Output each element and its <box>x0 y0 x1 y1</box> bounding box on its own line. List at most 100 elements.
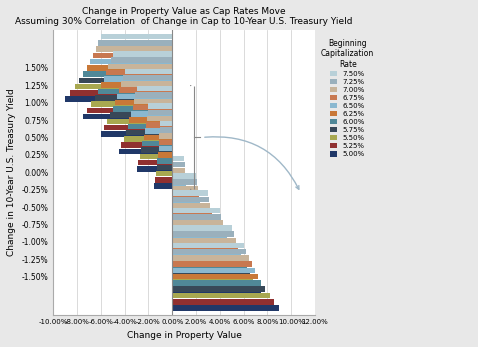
Bar <box>148 110 172 115</box>
Bar <box>160 127 172 133</box>
Bar <box>172 253 226 259</box>
Bar <box>172 247 223 252</box>
Bar <box>113 51 172 57</box>
Bar <box>172 233 227 238</box>
Bar <box>172 264 240 270</box>
Bar <box>172 282 257 287</box>
Bar <box>137 86 172 92</box>
Bar <box>101 83 172 88</box>
Bar <box>172 225 232 231</box>
Bar <box>159 146 172 151</box>
Bar <box>172 209 212 215</box>
Bar <box>172 280 261 286</box>
Bar <box>65 96 172 102</box>
Bar <box>172 181 186 186</box>
Bar <box>123 75 172 81</box>
Bar <box>147 116 172 121</box>
Bar <box>91 101 172 107</box>
Bar <box>172 206 188 211</box>
Bar <box>140 153 172 159</box>
Bar <box>131 111 172 117</box>
Bar <box>172 162 185 167</box>
Bar <box>160 133 172 139</box>
Bar <box>157 158 172 164</box>
X-axis label: Change in Property Value: Change in Property Value <box>127 331 241 340</box>
Bar <box>101 34 172 39</box>
Bar <box>155 177 172 183</box>
Bar <box>172 222 215 227</box>
Bar <box>172 203 210 209</box>
Bar <box>130 117 172 123</box>
Bar <box>172 187 186 193</box>
Title: Change in Property Value as Cap Rates Move
Assuming 30% Correlation  of Change i: Change in Property Value as Cap Rates Mo… <box>15 7 353 26</box>
Bar <box>172 208 220 213</box>
Bar <box>108 119 172 124</box>
Bar <box>135 92 172 98</box>
Bar <box>172 299 274 305</box>
Bar <box>172 288 261 293</box>
Bar <box>123 136 172 142</box>
Bar <box>172 211 202 216</box>
Bar <box>121 142 172 148</box>
Bar <box>172 191 208 196</box>
Bar <box>111 57 172 63</box>
Bar <box>172 250 241 256</box>
Bar <box>83 71 172 77</box>
Bar <box>172 268 255 273</box>
Bar <box>172 305 279 311</box>
Bar <box>172 227 225 232</box>
Bar <box>172 179 197 185</box>
Bar <box>104 125 172 130</box>
Bar <box>75 84 172 90</box>
Bar <box>93 52 172 58</box>
Bar <box>172 197 209 202</box>
Bar <box>134 99 172 104</box>
Bar <box>172 228 217 234</box>
Bar <box>95 95 172 101</box>
Bar <box>172 155 184 161</box>
Bar <box>87 108 172 113</box>
Bar <box>172 192 199 197</box>
Bar <box>172 175 185 180</box>
Bar <box>172 252 234 257</box>
Bar <box>172 269 250 274</box>
Bar <box>172 229 206 235</box>
Bar <box>172 270 244 276</box>
Y-axis label: Change in 10-Year U.S. Treasury Yield: Change in 10-Year U.S. Treasury Yield <box>7 88 16 256</box>
Bar <box>106 70 172 75</box>
Bar <box>79 78 172 83</box>
Bar <box>172 200 188 205</box>
Bar <box>90 59 172 64</box>
Bar <box>159 139 172 145</box>
Bar <box>172 293 270 298</box>
Bar <box>172 236 208 241</box>
Bar <box>98 89 172 94</box>
Bar <box>172 220 223 226</box>
Bar <box>172 217 203 222</box>
Bar <box>144 135 172 140</box>
Bar <box>156 171 172 176</box>
Bar <box>146 122 172 128</box>
Bar <box>115 100 172 105</box>
Bar <box>160 121 172 126</box>
Bar <box>172 255 249 261</box>
Bar <box>172 243 244 248</box>
Bar <box>172 204 201 210</box>
Bar <box>70 90 172 96</box>
Bar <box>121 81 172 87</box>
Bar <box>87 65 172 70</box>
Bar <box>104 76 172 82</box>
Bar <box>172 256 244 262</box>
Bar <box>172 231 234 237</box>
Bar <box>101 131 172 137</box>
Bar <box>172 214 221 220</box>
Bar <box>113 106 172 112</box>
Bar <box>96 46 172 52</box>
Bar <box>172 198 200 204</box>
Bar <box>172 223 205 229</box>
Bar <box>172 212 189 218</box>
Bar <box>172 238 236 243</box>
Bar <box>172 244 239 249</box>
Bar <box>172 274 258 279</box>
Bar <box>172 245 232 251</box>
